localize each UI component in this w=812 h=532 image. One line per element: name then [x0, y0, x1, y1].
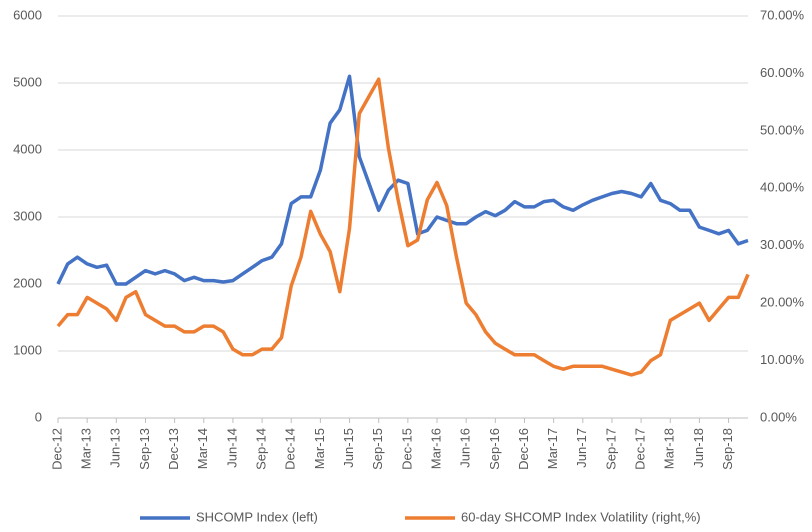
y-tick-label: 5000 — [13, 74, 42, 89]
y2-tick-label: 10.00% — [760, 352, 805, 367]
y-tick-label: 1000 — [13, 342, 42, 357]
y-tick-label: 6000 — [13, 7, 42, 22]
x-tick-label: Dec-14 — [283, 428, 298, 470]
x-tick-label: Sep-17 — [603, 428, 618, 470]
legend-label: SHCOMP Index (left) — [196, 509, 318, 524]
series-line — [56, 77, 750, 377]
y2-tick-label: 30.00% — [760, 237, 805, 252]
y2-tick-label: 70.00% — [760, 7, 805, 22]
x-tick-label: Sep-14 — [254, 428, 269, 470]
x-tick-label: Sep-13 — [137, 428, 152, 470]
x-tick-label: Jun-15 — [341, 428, 356, 468]
series-line — [56, 74, 749, 286]
x-tick-label: Dec-16 — [516, 428, 531, 470]
y-tick-label: 4000 — [13, 141, 42, 156]
x-tick-label: Dec-13 — [166, 428, 181, 470]
y2-tick-label: 50.00% — [760, 122, 805, 137]
x-tick-label: Sep-15 — [370, 428, 385, 470]
y-tick-label: 3000 — [13, 208, 42, 223]
x-tick-label: Mar-17 — [545, 428, 560, 469]
y2-tick-label: 0.00% — [760, 409, 797, 424]
y-tick-label: 2000 — [13, 275, 42, 290]
x-tick-label: Mar-13 — [79, 428, 94, 469]
x-tick-label: Dec-15 — [399, 428, 414, 470]
x-tick-label: Dec-17 — [633, 428, 648, 470]
x-tick-label: Dec-12 — [49, 428, 64, 470]
x-tick-label: Jun-13 — [108, 428, 123, 468]
x-tick-label: Jun-18 — [691, 428, 706, 468]
x-tick-label: Jun-16 — [458, 428, 473, 468]
legend-label: 60-day SHCOMP Index Volatility (right,%) — [461, 509, 701, 524]
y2-tick-label: 20.00% — [760, 295, 805, 310]
y2-tick-label: 40.00% — [760, 180, 805, 195]
x-tick-label: Mar-16 — [428, 428, 443, 469]
x-tick-label: Mar-18 — [662, 428, 677, 469]
x-tick-label: Sep-16 — [487, 428, 502, 470]
x-tick-label: Mar-14 — [195, 428, 210, 469]
y-tick-label: 0 — [35, 409, 42, 424]
x-tick-label: Mar-15 — [312, 428, 327, 469]
x-tick-label: Sep-18 — [720, 428, 735, 470]
x-tick-label: Jun-14 — [224, 428, 239, 468]
y2-tick-label: 60.00% — [760, 65, 805, 80]
x-tick-label: Jun-17 — [574, 428, 589, 468]
